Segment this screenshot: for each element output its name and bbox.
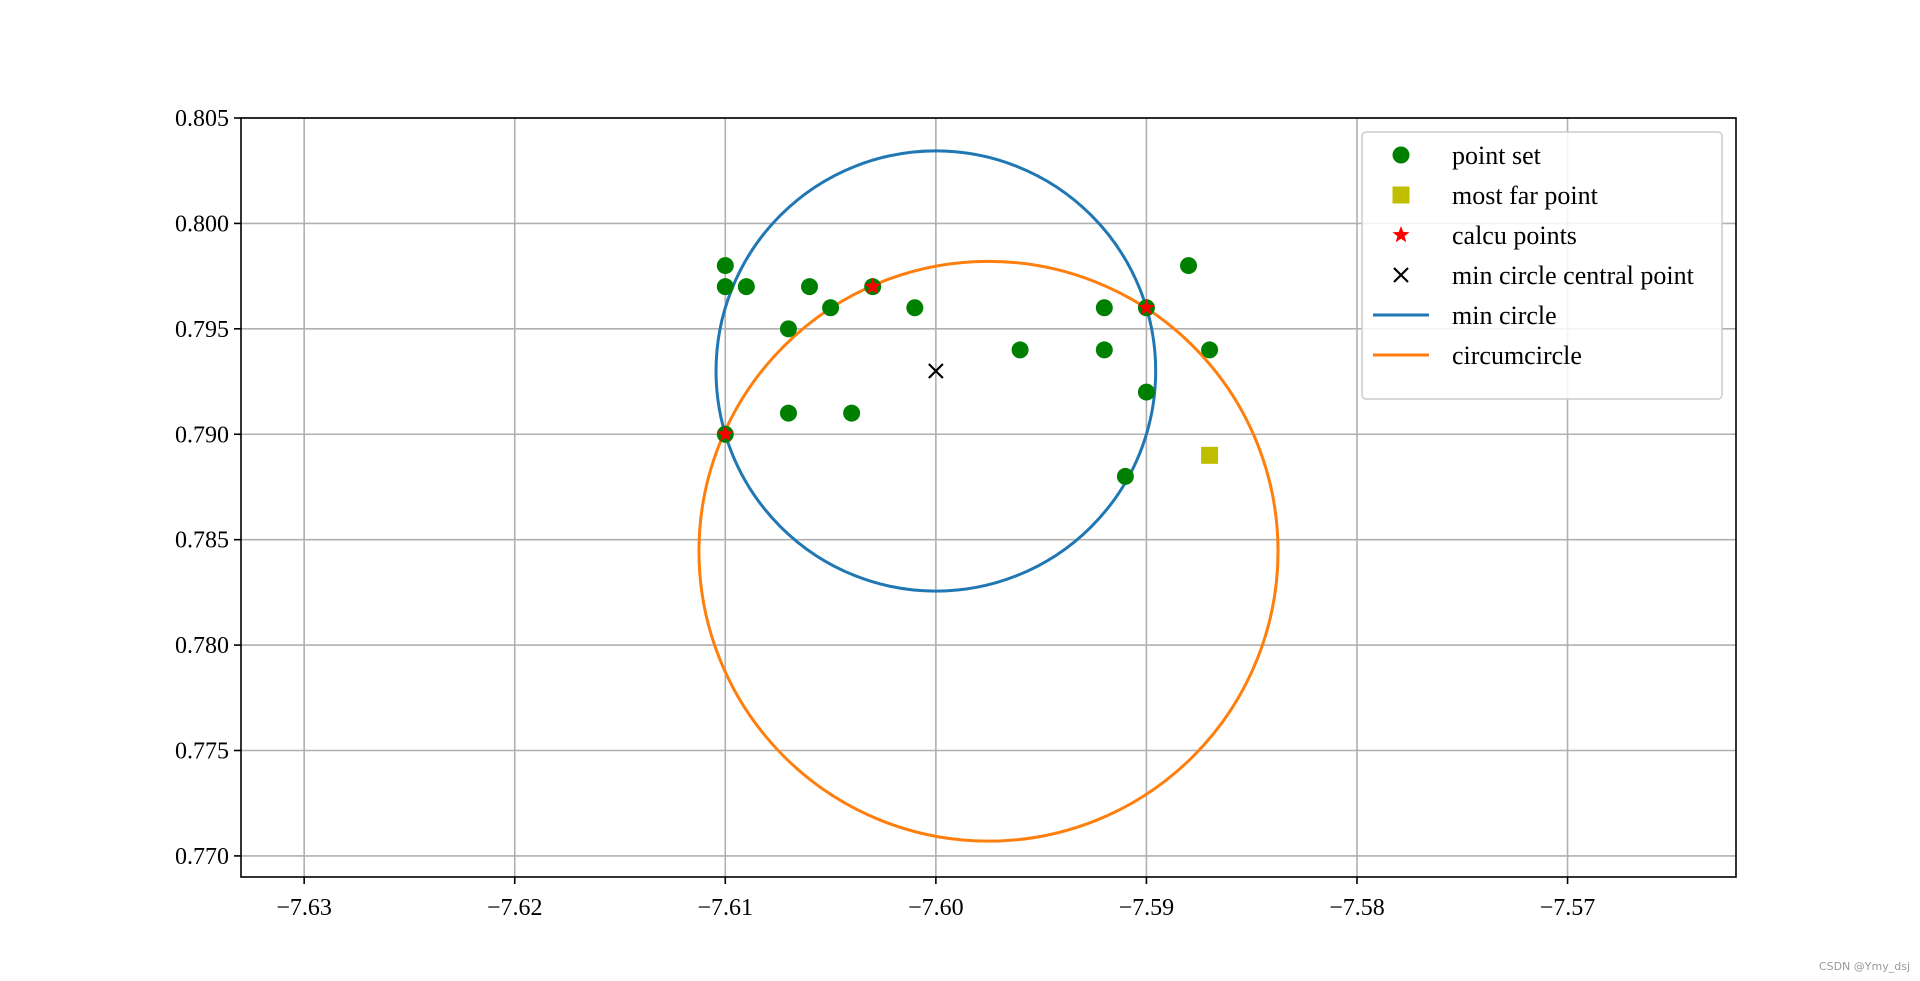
x-tick-label: −7.62: [487, 895, 543, 921]
legend-label-min-circle-central-point: min circle central point: [1452, 261, 1695, 290]
point-set-marker: [1116, 467, 1134, 485]
point-set-marker: [716, 257, 734, 275]
legend-handle-calcu-points: [1392, 226, 1410, 243]
min-circle-central-point-marker: [928, 363, 944, 379]
y-tick-label: 0.805: [175, 106, 229, 132]
point-set-marker: [779, 404, 797, 422]
y-tick-label: 0.795: [175, 317, 229, 343]
legend: point set most far point calcu points min c…: [1361, 131, 1723, 400]
calcu-points-marker: [864, 277, 882, 294]
y-tick-label: 0.790: [175, 422, 229, 448]
point-set-marker: [1180, 257, 1198, 275]
point-set-marker: [822, 299, 840, 317]
x-tick-label: −7.58: [1329, 895, 1385, 921]
legend-label-min-circle: min circle: [1452, 301, 1557, 330]
legend-handle-point-set: [1392, 146, 1410, 164]
point-set-marker: [1095, 341, 1113, 359]
calcu-points-marker: [716, 425, 734, 442]
point-set-marker: [737, 278, 755, 296]
legend-box: [1361, 131, 1723, 400]
legend-label-point-set: point set: [1452, 141, 1542, 170]
data-points: [716, 257, 1219, 485]
min-circle-line: [714, 149, 1158, 593]
calcu-points-marker: [1137, 298, 1155, 316]
y-tick-label: 0.800: [175, 211, 229, 237]
circles: [697, 149, 1280, 843]
point-set-marker: [1095, 299, 1113, 317]
legend-label-calcu-points: calcu points: [1452, 221, 1577, 250]
circumcircle-line: [697, 259, 1280, 843]
watermark: CSDN @Ymy_dsj: [1818, 960, 1910, 973]
point-set-marker: [906, 299, 924, 317]
most-far-point-marker: [1201, 446, 1219, 464]
x-tick-label: −7.57: [1540, 895, 1596, 921]
y-tick-label: 0.775: [175, 739, 229, 765]
axis-ticks: −7.63 −7.62 −7.61 −7.60 −7.59 −7.58 −7.57 0.770…: [175, 106, 1595, 921]
legend-label-circumcircle: circumcircle: [1452, 341, 1582, 370]
legend-label-most-far-point: most far point: [1452, 181, 1599, 210]
x-tick-label: −7.59: [1119, 895, 1175, 921]
y-tick-label: 0.785: [175, 528, 229, 554]
point-set-marker: [1011, 341, 1029, 359]
point-set-marker: [716, 278, 734, 296]
point-set-marker: [843, 404, 861, 422]
point-set-marker: [1137, 383, 1155, 401]
point-set-marker: [1201, 341, 1219, 359]
x-tick-label: −7.63: [276, 895, 332, 921]
legend-handle-most-far-point: [1392, 186, 1410, 204]
x-tick-label: −7.61: [698, 895, 754, 921]
legend-handle-min-circle-central-point: [1393, 267, 1409, 283]
point-set-marker: [801, 278, 819, 296]
axes-frame: [240, 117, 1737, 878]
y-tick-label: 0.770: [175, 844, 229, 870]
y-tick-label: 0.780: [175, 633, 229, 659]
x-tick-label: −7.60: [908, 895, 964, 921]
point-set-marker: [779, 320, 797, 338]
